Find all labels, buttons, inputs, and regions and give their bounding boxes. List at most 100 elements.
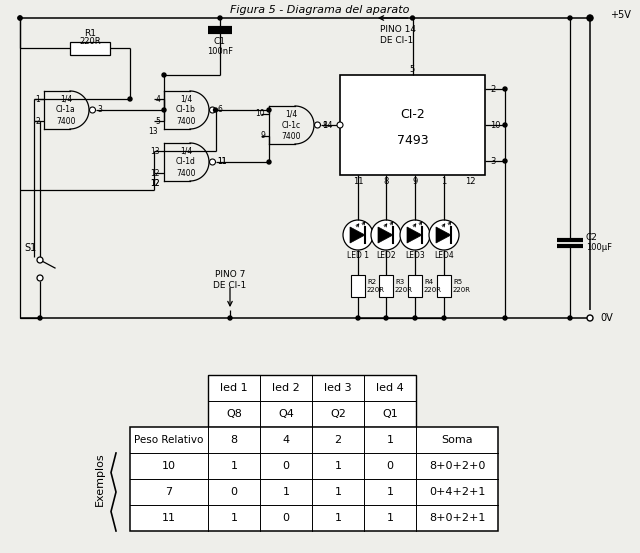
Text: Q4: Q4 <box>278 409 294 419</box>
Text: C2: C2 <box>586 232 598 242</box>
Text: 4: 4 <box>282 435 289 445</box>
Text: led 4: led 4 <box>376 383 404 393</box>
Circle shape <box>343 220 373 250</box>
Text: 12: 12 <box>150 169 160 178</box>
Text: R4
220R: R4 220R <box>424 279 442 293</box>
Circle shape <box>400 220 430 250</box>
Text: 9: 9 <box>412 178 418 186</box>
Text: 2: 2 <box>490 85 495 93</box>
Text: 3: 3 <box>97 106 102 114</box>
Polygon shape <box>378 227 393 243</box>
Text: 1: 1 <box>230 513 237 523</box>
Circle shape <box>568 316 572 320</box>
Text: LED2: LED2 <box>376 252 396 260</box>
Text: 8: 8 <box>323 121 327 129</box>
Text: 11: 11 <box>162 513 176 523</box>
Circle shape <box>337 122 343 128</box>
Circle shape <box>209 107 216 113</box>
Text: Figura 5 - Diagrama del aparato: Figura 5 - Diagrama del aparato <box>230 5 410 15</box>
Text: 8: 8 <box>383 178 388 186</box>
Circle shape <box>442 316 446 320</box>
Polygon shape <box>436 227 451 243</box>
Text: 1: 1 <box>230 461 237 471</box>
Bar <box>379 275 393 297</box>
Circle shape <box>162 108 166 112</box>
Circle shape <box>18 16 22 20</box>
Text: R1: R1 <box>84 29 96 39</box>
Circle shape <box>267 108 271 112</box>
Text: 1/4
CI-1c
7400: 1/4 CI-1c 7400 <box>281 109 301 140</box>
Text: 10: 10 <box>490 121 500 129</box>
Text: Peso Relativo: Peso Relativo <box>134 435 204 445</box>
Circle shape <box>37 275 43 281</box>
Text: led 3: led 3 <box>324 383 352 393</box>
Text: 7: 7 <box>165 487 173 497</box>
Text: LED3: LED3 <box>405 252 425 260</box>
Text: Exemplos: Exemplos <box>95 452 105 506</box>
Text: 12: 12 <box>150 180 160 189</box>
Text: 1/4
CI-1b
7400: 1/4 CI-1b 7400 <box>176 95 196 126</box>
Text: 4: 4 <box>155 95 160 103</box>
Text: 1: 1 <box>442 178 447 186</box>
Text: 1: 1 <box>282 487 289 497</box>
Circle shape <box>503 159 507 163</box>
Text: 2: 2 <box>335 435 342 445</box>
Text: 8: 8 <box>230 435 237 445</box>
Text: 100μF: 100μF <box>586 243 612 253</box>
Text: 2: 2 <box>35 117 40 126</box>
Text: CI-2: CI-2 <box>400 108 425 122</box>
Circle shape <box>267 160 271 164</box>
Text: 13: 13 <box>148 128 158 137</box>
Text: 11: 11 <box>353 178 364 186</box>
Text: 12: 12 <box>150 180 160 189</box>
Circle shape <box>37 257 43 263</box>
Text: Q2: Q2 <box>330 409 346 419</box>
Text: 0: 0 <box>282 461 289 471</box>
Bar <box>130 427 498 531</box>
Text: 100nF: 100nF <box>207 48 233 56</box>
Circle shape <box>314 122 321 128</box>
Circle shape <box>429 220 459 250</box>
Text: PINO 7
DE CI-1: PINO 7 DE CI-1 <box>213 270 246 290</box>
Text: 9: 9 <box>260 132 265 140</box>
Text: 1/4
CI-1a
7400: 1/4 CI-1a 7400 <box>56 95 76 126</box>
Text: +5V: +5V <box>610 10 631 20</box>
Text: 10: 10 <box>162 461 176 471</box>
Text: 3: 3 <box>490 156 495 165</box>
Text: 0: 0 <box>230 487 237 497</box>
Text: 5: 5 <box>155 117 160 126</box>
Text: 6: 6 <box>218 106 222 114</box>
Text: 12: 12 <box>465 178 476 186</box>
Polygon shape <box>350 227 365 243</box>
Text: 8+0+2+1: 8+0+2+1 <box>429 513 485 523</box>
Circle shape <box>209 159 216 165</box>
Circle shape <box>587 315 593 321</box>
Bar <box>408 275 422 297</box>
Text: 0V: 0V <box>600 313 612 323</box>
Bar <box>351 275 365 297</box>
Text: 11: 11 <box>218 158 227 166</box>
Circle shape <box>410 16 415 20</box>
Circle shape <box>218 16 222 20</box>
Text: 10: 10 <box>255 109 265 118</box>
Text: 11: 11 <box>218 158 227 166</box>
Text: 0: 0 <box>282 513 289 523</box>
Text: S1: S1 <box>25 243 37 253</box>
Text: 8+0+2+0: 8+0+2+0 <box>429 461 485 471</box>
Text: 1: 1 <box>35 95 40 103</box>
Text: Soma: Soma <box>441 435 473 445</box>
Text: 1: 1 <box>335 513 342 523</box>
Circle shape <box>162 73 166 77</box>
Text: 220R: 220R <box>79 38 101 46</box>
Circle shape <box>214 108 218 112</box>
Text: R3
220R: R3 220R <box>395 279 413 293</box>
Circle shape <box>356 316 360 320</box>
Text: 5: 5 <box>410 65 415 75</box>
Text: 1/4
CI-1d
7400: 1/4 CI-1d 7400 <box>176 147 196 178</box>
Circle shape <box>588 15 593 20</box>
Text: LED4: LED4 <box>434 252 454 260</box>
Circle shape <box>587 15 593 21</box>
Circle shape <box>503 123 507 127</box>
Text: led 2: led 2 <box>272 383 300 393</box>
Text: R2
220R: R2 220R <box>367 279 385 293</box>
